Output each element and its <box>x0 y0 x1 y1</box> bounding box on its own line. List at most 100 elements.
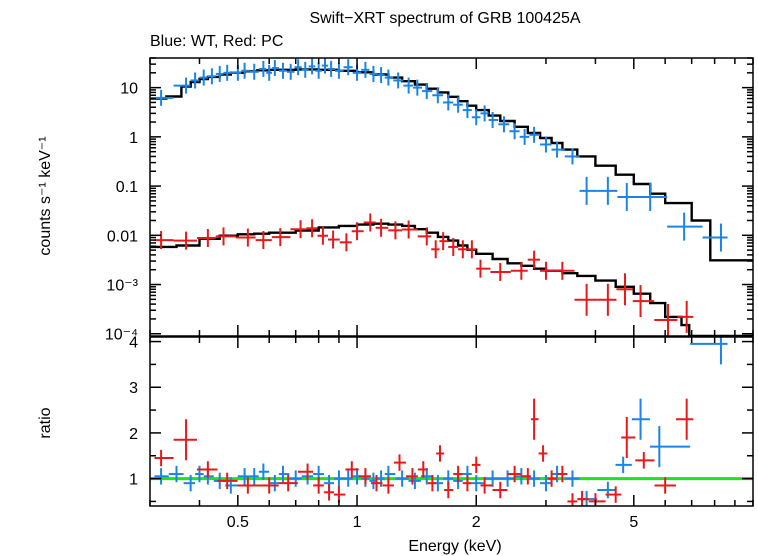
x-tick-label: 0.5 <box>227 514 249 531</box>
pc-ratio-point <box>444 481 454 499</box>
wt-ratio-point <box>249 468 259 485</box>
top-y-tick-label: 1 <box>129 130 138 147</box>
pc-data-point <box>431 240 440 259</box>
wt-ratio-point <box>527 470 541 487</box>
wt-ratio-point <box>269 474 279 492</box>
axes-frame <box>149 57 754 507</box>
pc-ratio-point <box>154 449 174 467</box>
pc-data-point <box>417 227 432 246</box>
top-y-tick-label: 10⁻⁴ <box>105 327 138 344</box>
wt-data-point <box>232 64 242 81</box>
wt-data-point <box>321 58 329 74</box>
wt-ratio-point <box>334 470 344 487</box>
wt-data-point <box>343 59 353 76</box>
pc-ratio-point <box>480 477 493 494</box>
pc-ratio-point <box>471 456 481 474</box>
wt-data-point <box>551 141 565 158</box>
wt-data-point <box>480 105 489 122</box>
model-step-line-0 <box>150 68 753 262</box>
pc-data-point <box>255 231 272 250</box>
wt-ratio-point <box>377 470 385 487</box>
wt-ratio-point <box>471 474 485 492</box>
pc-ratio-point <box>462 474 472 492</box>
wt-data-point <box>335 62 344 79</box>
wt-data-point <box>278 62 287 79</box>
pc-ratio-point <box>675 398 694 440</box>
wt-data-point <box>369 65 378 82</box>
pc-data-point <box>654 304 678 336</box>
wt-data-point <box>190 72 200 89</box>
pc-data-point <box>271 228 291 247</box>
bottom-y-axis-label: ratio <box>37 407 54 438</box>
wt-data-point <box>432 87 444 104</box>
pc-ratio-point <box>567 493 578 506</box>
pc-data-point <box>616 273 633 306</box>
pc-data-point <box>235 228 256 247</box>
x-tick-label: 2 <box>472 514 481 531</box>
wt-data-point <box>529 126 541 143</box>
wt-ratio-point <box>484 470 501 487</box>
pc-data-point <box>375 218 389 237</box>
pc-ratio-point <box>196 461 218 478</box>
top-y-tick-label: 0.01 <box>107 228 138 245</box>
wt-data-point <box>702 223 728 252</box>
pc-data-point <box>476 259 491 278</box>
wt-data-point <box>173 77 191 94</box>
pc-data-point <box>363 213 376 232</box>
wt-ratio-point <box>615 456 632 474</box>
pc-ratio-point <box>605 486 622 503</box>
pc-ratio-point <box>278 474 298 492</box>
pc-data-point <box>290 220 307 239</box>
wt-data-point <box>453 96 463 113</box>
bottom-y-tick-label: 1 <box>129 472 138 489</box>
pc-data-point <box>339 233 352 252</box>
pc-ratio-point <box>297 463 314 480</box>
wt-ratio-point <box>258 463 270 480</box>
tick-labels: 0.5 1 2 5 10 1 0.1 0.01 10⁻³ 10⁻⁴ 1 2 3 4 <box>105 81 638 531</box>
wt-data-point <box>462 102 472 119</box>
wt-ratio-point <box>154 468 169 485</box>
pc-data-point <box>554 261 575 280</box>
pc-ratio-point <box>492 481 508 499</box>
wt-ratio-point <box>408 472 421 490</box>
pc-ratio-point <box>345 461 359 478</box>
pc-ratio-point <box>370 474 383 492</box>
wt-data-point <box>509 123 520 140</box>
wt-data-point <box>403 77 413 94</box>
pc-data-point <box>574 283 598 316</box>
bottom-y-tick-label: 4 <box>129 335 138 352</box>
wt-data-point <box>498 116 510 133</box>
wt-data-point <box>199 69 208 86</box>
pc-data-point <box>306 219 318 238</box>
wt-data-point <box>393 72 404 89</box>
pc-ratio-point <box>323 484 335 501</box>
pc-ratio-point <box>635 452 655 469</box>
pc-data-point <box>317 226 329 245</box>
pc-ratio-point <box>547 470 557 487</box>
wt-ratio-point <box>289 470 302 487</box>
wt-data-point <box>471 109 481 126</box>
top-panel-data <box>150 58 753 338</box>
wt-data-point <box>422 83 433 100</box>
wt-data-point <box>207 68 216 85</box>
pc-data-point <box>540 261 555 280</box>
x-tick-label: 1 <box>353 514 362 531</box>
pc-ratio-point <box>313 477 324 494</box>
pc-ratio-point <box>173 419 197 461</box>
wt-data-point <box>272 60 279 77</box>
wt-data-point <box>638 183 668 211</box>
pc-ratio-point <box>577 490 589 506</box>
wt-data-point <box>519 128 530 145</box>
pc-ratio-point <box>621 416 636 459</box>
pc-ratio-point <box>654 477 676 494</box>
wt-data-point <box>412 79 423 96</box>
pc-data-point <box>351 222 364 241</box>
pc-ratio-point <box>393 454 406 471</box>
wt-data-point <box>294 59 302 76</box>
pc-ratio-point <box>334 486 346 503</box>
wt-data-point <box>579 176 598 205</box>
wt-data-point <box>361 61 370 78</box>
wt-data-point <box>215 65 224 82</box>
chart-title: Swift−XRT spectrum of GRB 100425A <box>309 10 580 27</box>
